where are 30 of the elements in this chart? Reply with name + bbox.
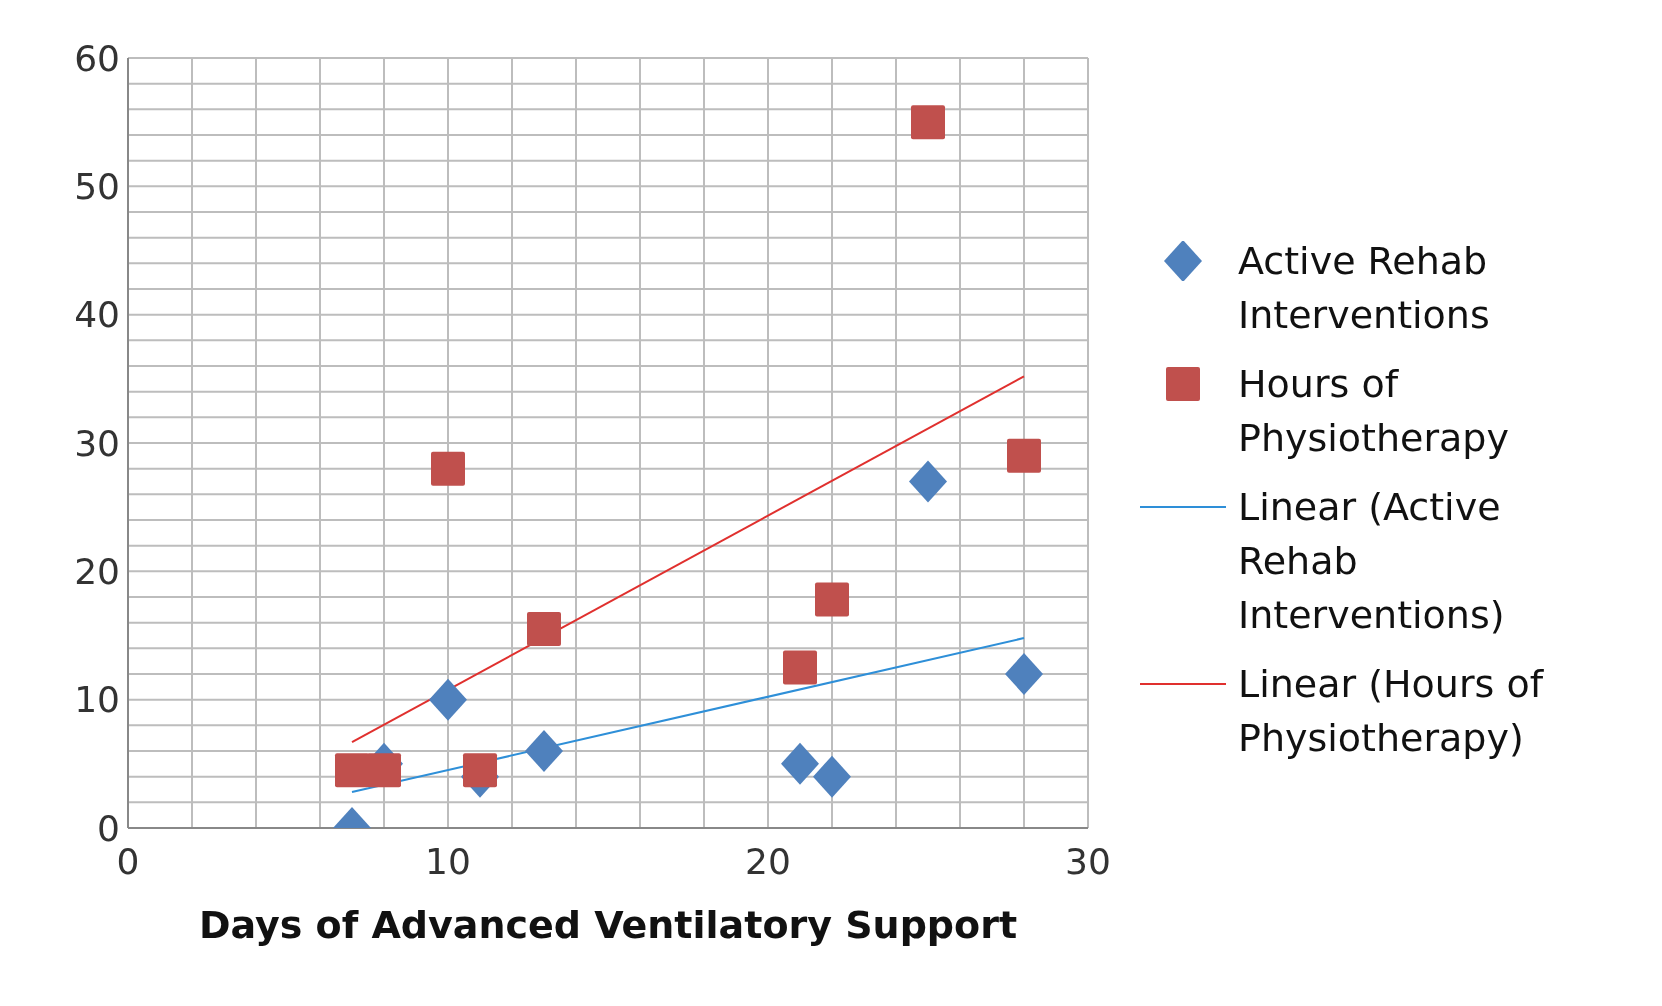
point (431, 451, 465, 486)
y-tick-label: 60 (74, 37, 120, 79)
point (781, 742, 819, 785)
x-axis-title: Days of Advanced Ventilatory Support (198, 903, 1018, 947)
y-tick-label: 30 (74, 422, 120, 464)
point (367, 753, 401, 788)
point (527, 612, 561, 647)
point (525, 730, 563, 772)
point (815, 582, 849, 617)
point (335, 753, 369, 788)
legend-label: Linear (Hours of Physiotherapy) (1238, 661, 1545, 762)
x-tick-label: 30 (1065, 840, 1111, 882)
point (463, 753, 497, 788)
point (911, 105, 945, 140)
legend-label: Hours of Physiotherapy (1238, 361, 1510, 462)
point (783, 650, 817, 685)
legend-label: Linear (Active Rehab Interventions) (1238, 484, 1506, 639)
point (909, 460, 947, 503)
x-tick-label: 10 (425, 840, 471, 882)
y-tick-label: 50 (74, 166, 120, 208)
y-tick-label: 20 (74, 551, 120, 593)
y-tick-label: 10 (74, 679, 120, 721)
y-tick-label: 0 (97, 807, 120, 849)
point (1007, 438, 1041, 473)
point (429, 678, 467, 721)
y-tick-label: 40 (74, 294, 120, 336)
legend-label: Active Rehab Interventions (1238, 238, 1491, 339)
point (1005, 653, 1043, 695)
x-tick-label: 20 (745, 840, 791, 882)
point (813, 755, 851, 798)
